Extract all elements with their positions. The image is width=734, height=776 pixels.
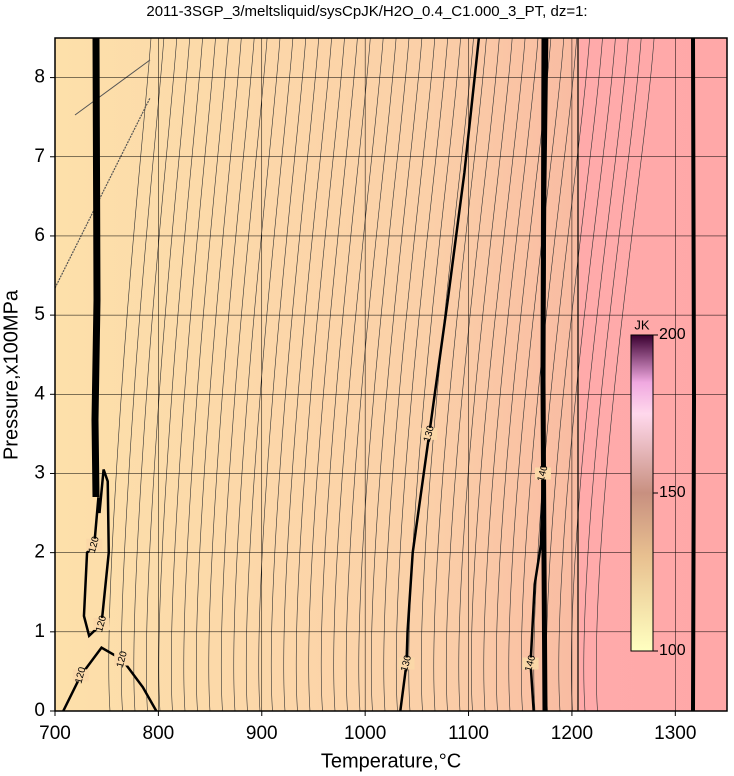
y-axis-label: Pressure,x100MPa (0, 289, 22, 460)
contour-line (295, 38, 345, 711)
contour-line (133, 38, 178, 711)
colorbar-tick-label: 100 (659, 642, 686, 659)
contour-line (208, 38, 255, 711)
contour-line (408, 38, 461, 711)
contour-label-bg (72, 669, 89, 682)
contour-label-bg (93, 617, 110, 630)
contour-line (233, 38, 281, 711)
plot-frame (54, 37, 728, 712)
contour-line (320, 38, 371, 711)
contour-label-bg (86, 538, 103, 551)
contour-line (270, 38, 319, 711)
contour-line (358, 38, 410, 711)
contour-line (120, 38, 165, 711)
contour-line (74, 59, 151, 116)
contour-label: 120 (74, 666, 89, 685)
contour-line (183, 38, 229, 711)
contour-line (445, 38, 500, 711)
y-tick-label: 6 (34, 225, 45, 246)
plot-layer: 700 800 900 1000 1100 1200 1300 0 1 2 3 4 5 6 7 8 120 120… (34, 37, 727, 744)
contour-label: 130 (422, 424, 437, 443)
x-tick-label: 1200 (551, 723, 593, 744)
contour-line (583, 38, 642, 711)
contour-label-bg (114, 653, 131, 666)
contour-line (108, 38, 152, 711)
x-tick-label: 1300 (654, 723, 696, 744)
contour-line (383, 38, 436, 711)
contour-line (395, 38, 448, 711)
x-axis-label: Temperature,°C (321, 750, 461, 772)
colorbar-tick-label: 150 (659, 484, 686, 501)
contour-label-bg (398, 657, 415, 670)
contour-label: 120 (115, 650, 130, 669)
contour-label-bg (522, 657, 539, 670)
thick-band (91, 38, 101, 498)
contour-label: 140 (523, 654, 538, 673)
contour-line (470, 38, 526, 711)
contour-line (420, 38, 474, 711)
contour-label-bg (421, 427, 438, 440)
y-tick-label: 7 (34, 146, 45, 167)
contour-label-bg (534, 467, 551, 480)
contour-line (508, 38, 565, 711)
contour-line (558, 38, 616, 711)
contour-line (596, 38, 655, 711)
colorbar-tick-label: 200 (659, 326, 686, 343)
x-tick-label: 800 (143, 723, 175, 744)
contour-label: 130 (399, 654, 414, 673)
contour (529, 37, 549, 712)
x-tick-label: 900 (246, 723, 278, 744)
contour-label: 120 (87, 535, 102, 554)
contour-line (258, 38, 307, 711)
thick-band (691, 38, 697, 711)
contour-line (345, 38, 397, 711)
x-tick-label: 1100 (448, 723, 489, 744)
contour-line (308, 38, 358, 711)
x-tick-label: 700 (39, 723, 71, 744)
contour-line (145, 38, 190, 711)
y-tick-label: 4 (34, 383, 45, 404)
contour-line (483, 38, 539, 711)
y-tick-label: 1 (34, 621, 45, 642)
contour-line (55, 97, 151, 289)
contour-line (458, 38, 513, 711)
contour-line (333, 38, 384, 711)
plot-background (55, 38, 727, 711)
contour-line (533, 38, 590, 711)
y-tick-label: 0 (34, 700, 45, 721)
contour-line (195, 38, 242, 711)
contour-line (220, 38, 268, 711)
x-tick-label: 1000 (344, 723, 386, 744)
colorbar (630, 334, 654, 652)
y-tick-label: 8 (34, 67, 45, 88)
chart-title: 2011-3SGP_3/meltsliquid/sysCpJK/H2O_0.4_… (146, 3, 587, 20)
contour-line (283, 38, 332, 711)
contour-line (170, 38, 216, 711)
contour-label: 120 (94, 614, 109, 633)
contour-line (433, 38, 487, 711)
contour-line (158, 38, 203, 711)
colorbar-label: JK (634, 317, 650, 332)
contour-field (55, 38, 697, 711)
contour-line (370, 38, 423, 711)
y-tick-label: 5 (34, 304, 45, 325)
y-tick-label: 2 (34, 542, 45, 563)
contour-line (245, 38, 294, 711)
contour-line (520, 38, 577, 711)
y-tick-label: 3 (34, 462, 45, 483)
contour-label: 140 (536, 464, 551, 483)
